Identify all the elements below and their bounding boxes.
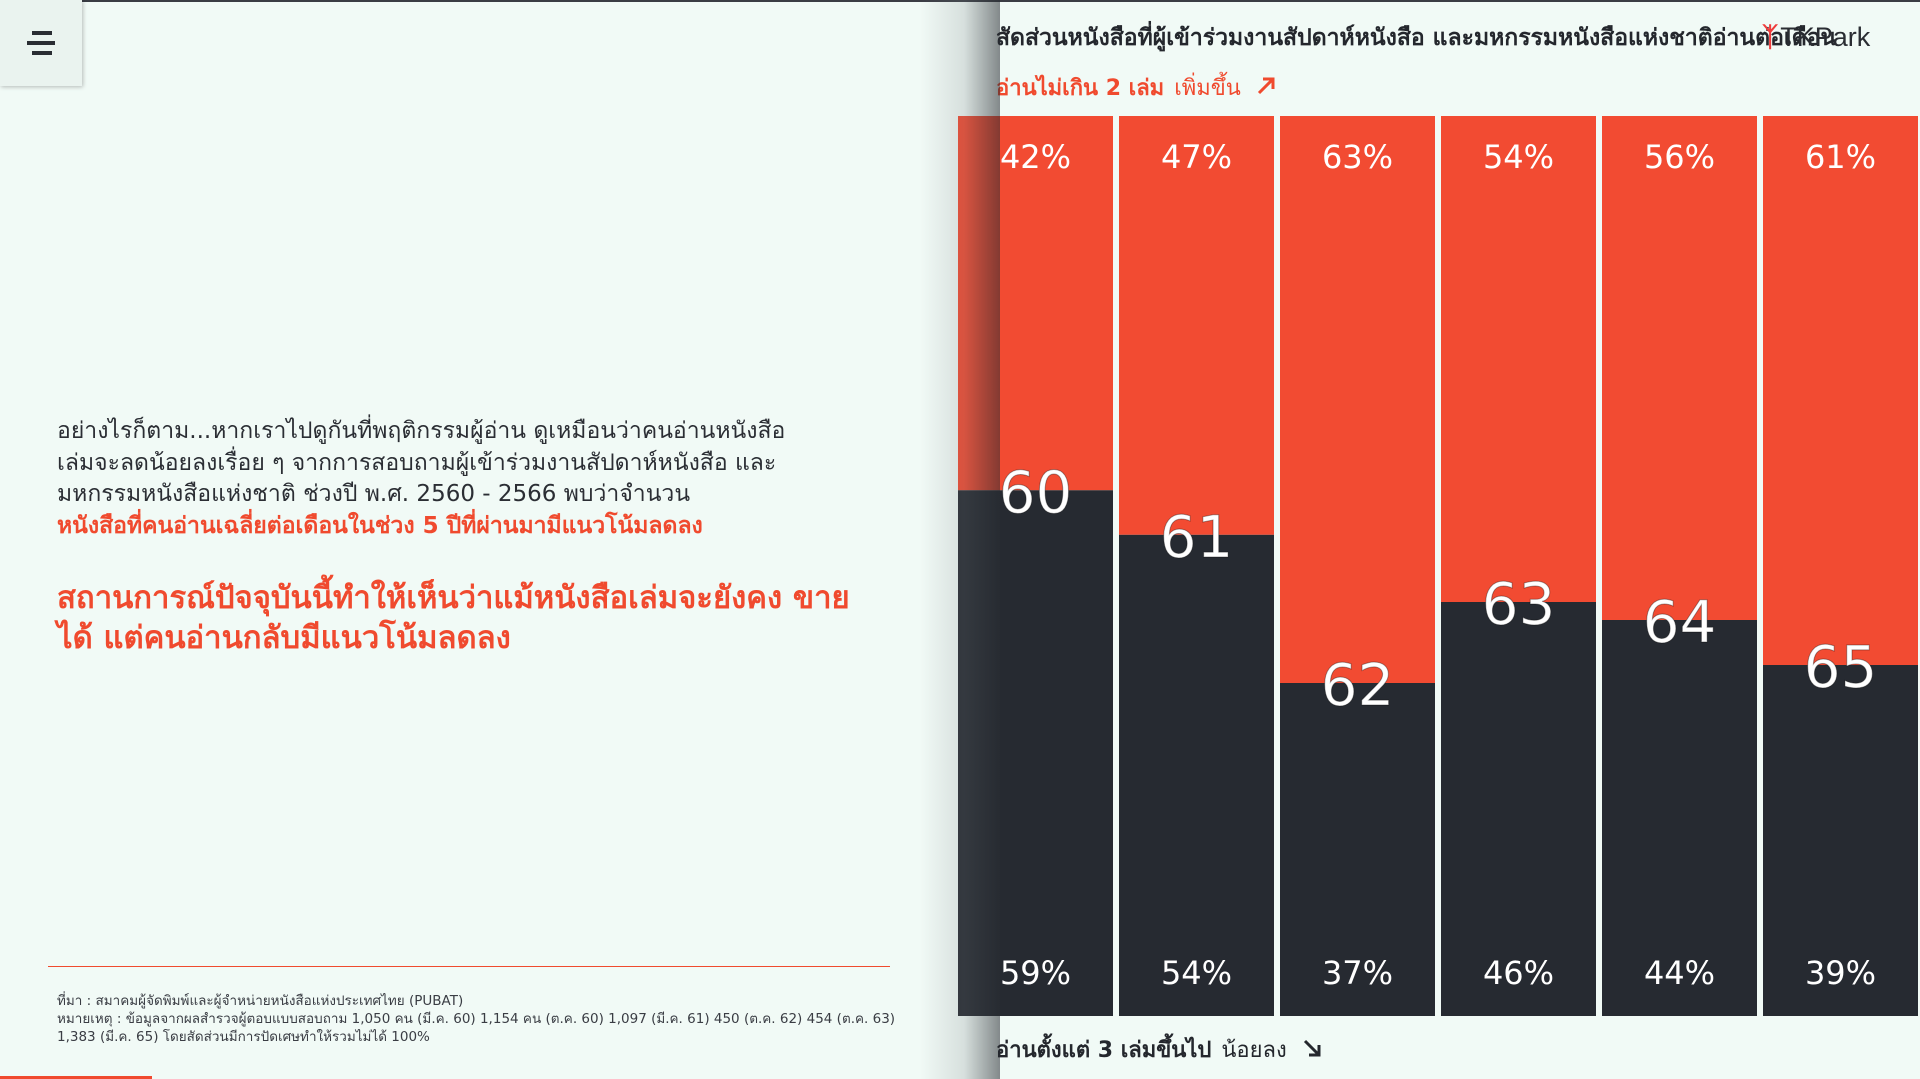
bar-upper-65 (1763, 116, 1918, 665)
bar-upper-62 (1280, 116, 1435, 683)
source-note: ที่มา : สมาคมผู้จัดพิมพ์และผู้จำหน่ายหนั… (57, 993, 464, 1009)
data-label-lower-63: 46% (1483, 954, 1554, 992)
data-label-upper-64: 56% (1644, 138, 1715, 176)
category-label-63: 63 (1482, 570, 1556, 638)
stacked-bar-chart: 42% 59% 60 47% 54% 61 63% 37% 62 54% 46% 63 56% 44% 64… (958, 116, 1918, 1016)
bar-upper-61 (1119, 116, 1274, 535)
bar-upper-63 (1441, 116, 1596, 602)
bar-lower-63 (1441, 602, 1596, 1016)
category-label-65: 65 (1804, 633, 1878, 701)
body-paragraph-highlight: หนังสือที่คนอ่านเฉลี่ยต่อเดือนในช่วง 5 ป… (57, 512, 703, 539)
body-paragraph-text: อย่างไรก็ตาม...หากเราไปดูกันที่พฤติกรรมผ… (57, 418, 786, 507)
data-label-upper-62: 63% (1322, 138, 1393, 176)
category-label-64: 64 (1643, 588, 1717, 656)
menu-button[interactable] (0, 0, 82, 86)
headline: สถานการณ์ปัจจุบันนี้ทำให้เห็นว่าแม้หนังส… (57, 580, 850, 656)
arrow-up-right-icon (1258, 77, 1275, 95)
data-label-lower-62: 37% (1322, 954, 1393, 992)
data-label-upper-61: 47% (1161, 138, 1232, 176)
bar-upper-64 (1602, 116, 1757, 620)
data-label-lower-60: 59% (1000, 954, 1071, 992)
data-label-upper-65: 61% (1805, 138, 1876, 176)
data-label-lower-61: 54% (1161, 954, 1232, 992)
hamburger-menu-icon (27, 31, 55, 55)
legend-upper-trend: เพิ่มขึ้น (1174, 76, 1241, 101)
arrow-down-right-icon (1304, 1039, 1321, 1057)
bar-lower-65 (1763, 665, 1918, 1016)
footnote-divider (48, 966, 890, 967)
bottom-accent-bar (0, 1076, 152, 1079)
legend-lower-label: อ่านตั้งแต่ 3 เล่มขึ้นไป (996, 1038, 1212, 1063)
bar-lower-62 (1280, 683, 1435, 1016)
bar-lower-61 (1119, 534, 1274, 1016)
tkpark-logo-text: TKPark (1780, 22, 1871, 52)
body-paragraph: อย่างไรก็ตาม...หากเราไปดูกันที่พฤติกรรมผ… (57, 416, 827, 542)
book-spine-shadow (920, 0, 1000, 1079)
category-label-60: 60 (999, 458, 1073, 526)
bar-lower-64 (1602, 620, 1757, 1016)
legend-upper-series: อ่านไม่เกิน 2 เล่ม เพิ่มขึ้น (996, 70, 1278, 105)
category-label-61: 61 (1160, 503, 1234, 571)
legend-upper-label: อ่านไม่เกิน 2 เล่ม (996, 76, 1165, 101)
footnote: ที่มา : สมาคมผู้จัดพิมพ์และผู้จำหน่ายหนั… (57, 992, 897, 1046)
legend-lower-series: อ่านตั้งแต่ 3 เล่มขึ้นไป น้อยลง (996, 1032, 1324, 1067)
data-label-lower-65: 39% (1805, 954, 1876, 992)
legend-lower-trend: น้อยลง (1221, 1038, 1287, 1063)
data-label-upper-63: 54% (1483, 138, 1554, 176)
tkpark-logo: ᛉTKPark (1762, 22, 1870, 53)
category-label-62: 62 (1321, 651, 1395, 719)
data-label-lower-64: 44% (1644, 954, 1715, 992)
chart-title: สัดส่วนหนังสือที่ผู้เข้าร่วมงานสัปดาห์หน… (996, 25, 1837, 51)
tkpark-logo-mark: ᛉ (1762, 22, 1779, 52)
remark-note: หมายเหตุ : ข้อมูลจากผลสำรวจผู้ตอบแบบสอบถ… (57, 1011, 896, 1045)
data-label-upper-60: 42% (1000, 138, 1071, 176)
